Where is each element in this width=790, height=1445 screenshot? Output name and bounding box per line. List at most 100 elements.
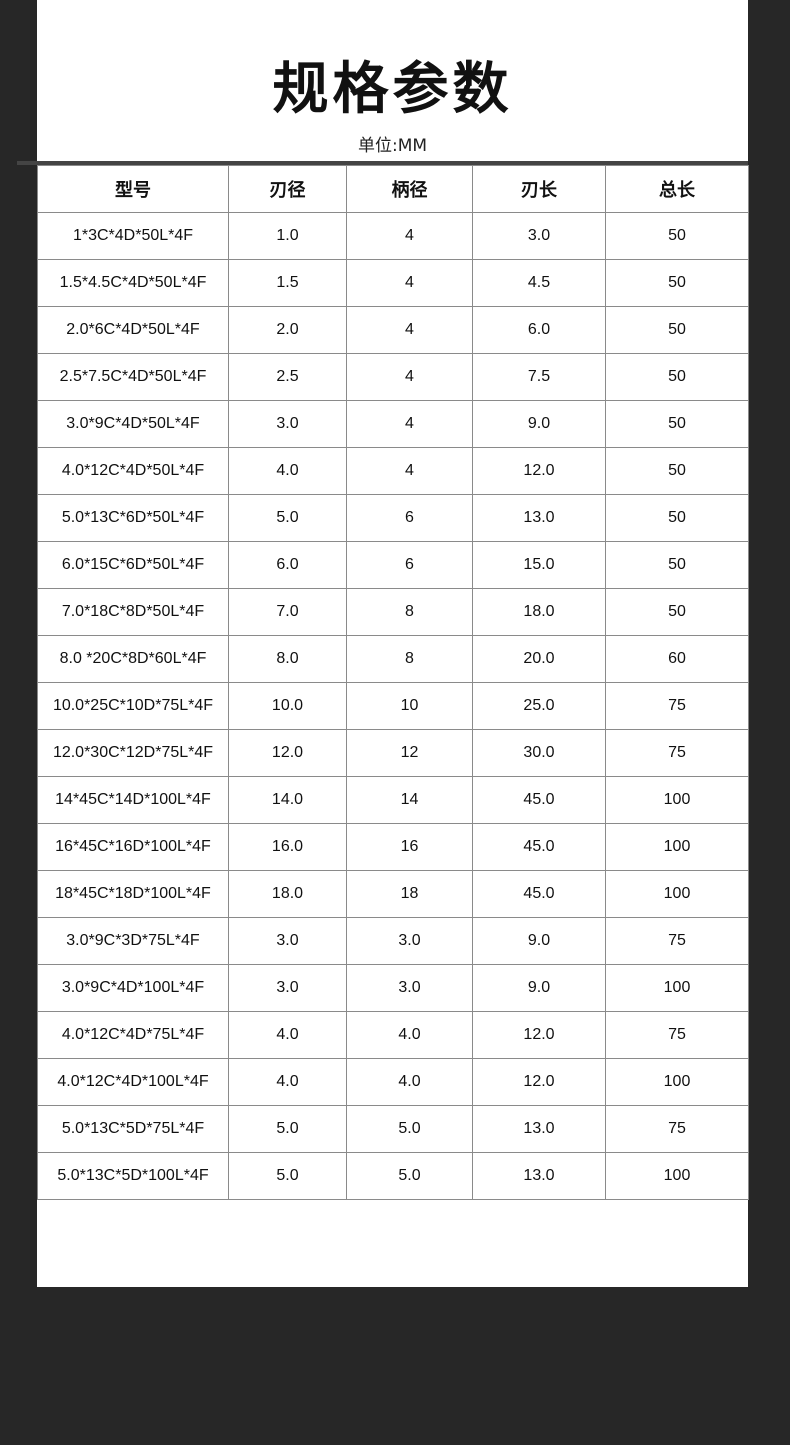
- table-row: 12.0*30C*12D*75L*4F 12.0 12 30.0 75: [37, 729, 749, 777]
- table-cell: 4.0*12C*4D*100L*4F: [37, 1058, 229, 1106]
- table-cell: 50: [605, 588, 749, 636]
- table-cell: 3.0: [472, 212, 606, 260]
- table-cell: 4: [346, 306, 473, 354]
- table-cell: 30.0: [472, 729, 606, 777]
- table-cell: 10.0: [228, 682, 347, 730]
- table-cell: 3.0: [228, 917, 347, 965]
- table-cell: 4: [346, 353, 473, 401]
- table-cell: 75: [605, 1011, 749, 1059]
- table-cell: 2.5: [228, 353, 347, 401]
- table-cell: 1*3C*4D*50L*4F: [37, 212, 229, 260]
- table-row: 5.0*13C*5D*100L*4F 5.0 5.0 13.0 100: [37, 1152, 749, 1200]
- table-cell: 100: [605, 870, 749, 918]
- table-cell: 5.0: [228, 1152, 347, 1200]
- table-cell: 5.0*13C*5D*100L*4F: [37, 1152, 229, 1200]
- table-cell: 3.0*9C*3D*75L*4F: [37, 917, 229, 965]
- table-cell: 4: [346, 400, 473, 448]
- table-cell: 50: [605, 400, 749, 448]
- unit-label: 单位:MM: [357, 136, 428, 156]
- column-header: 总长: [605, 165, 749, 213]
- table-cell: 8: [346, 588, 473, 636]
- divider: [17, 161, 748, 165]
- table-cell: 50: [605, 212, 749, 260]
- table-row: 1*3C*4D*50L*4F 1.0 4 3.0 50: [37, 212, 749, 260]
- table-cell: 6.0*15C*6D*50L*4F: [37, 541, 229, 589]
- table-cell: 1.0: [228, 212, 347, 260]
- table-cell: 5.0: [346, 1105, 473, 1153]
- table-row: 18*45C*18D*100L*4F 18.0 18 45.0 100: [37, 870, 749, 918]
- table-cell: 4.5: [472, 259, 606, 307]
- table-row: 8.0 *20C*8D*60L*4F 8.0 8 20.0 60: [37, 635, 749, 683]
- table-cell: 8.0 *20C*8D*60L*4F: [37, 635, 229, 683]
- table-cell: 1.5: [228, 259, 347, 307]
- column-header: 刃径: [228, 165, 347, 213]
- table-cell: 9.0: [472, 917, 606, 965]
- table-cell: 4.0: [228, 1011, 347, 1059]
- table-cell: 15.0: [472, 541, 606, 589]
- table-cell: 2.5*7.5C*4D*50L*4F: [37, 353, 229, 401]
- table-cell: 8: [346, 635, 473, 683]
- column-header: 柄径: [346, 165, 473, 213]
- table-cell: 6: [346, 541, 473, 589]
- table-cell: 14*45C*14D*100L*4F: [37, 776, 229, 824]
- table-cell: 45.0: [472, 823, 606, 871]
- table-cell: 7.0: [228, 588, 347, 636]
- column-header: 刃长: [472, 165, 606, 213]
- table-cell: 3.0*9C*4D*100L*4F: [37, 964, 229, 1012]
- table-cell: 75: [605, 1105, 749, 1153]
- table-row: 5.0*13C*5D*75L*4F 5.0 5.0 13.0 75: [37, 1105, 749, 1153]
- table-cell: 4.0*12C*4D*75L*4F: [37, 1011, 229, 1059]
- table-cell: 45.0: [472, 776, 606, 824]
- table-cell: 25.0: [472, 682, 606, 730]
- table-cell: 9.0: [472, 964, 606, 1012]
- table-cell: 75: [605, 917, 749, 965]
- table-row: 7.0*18C*8D*50L*4F 7.0 8 18.0 50: [37, 588, 749, 636]
- table-cell: 18*45C*18D*100L*4F: [37, 870, 229, 918]
- table-cell: 2.0*6C*4D*50L*4F: [37, 306, 229, 354]
- table-cell: 13.0: [472, 1152, 606, 1200]
- table-cell: 1.5*4.5C*4D*50L*4F: [37, 259, 229, 307]
- table-cell: 4: [346, 447, 473, 495]
- table-row: 14*45C*14D*100L*4F 14.0 14 45.0 100: [37, 776, 749, 824]
- table-cell: 9.0: [472, 400, 606, 448]
- table-cell: 18.0: [228, 870, 347, 918]
- table-cell: 4.0: [228, 1058, 347, 1106]
- table-cell: 14.0: [228, 776, 347, 824]
- table-row: 4.0*12C*4D*50L*4F 4.0 4 12.0 50: [37, 447, 749, 495]
- table-row: 5.0*13C*6D*50L*4F 5.0 6 13.0 50: [37, 494, 749, 542]
- table-row: 16*45C*16D*100L*4F 16.0 16 45.0 100: [37, 823, 749, 871]
- column-header: 型号: [37, 165, 229, 213]
- table-cell: 4.0: [346, 1011, 473, 1059]
- table-cell: 4.0: [346, 1058, 473, 1106]
- table-cell: 13.0: [472, 494, 606, 542]
- table-row: 3.0*9C*4D*50L*4F 3.0 4 9.0 50: [37, 400, 749, 448]
- table-cell: 4.0: [228, 447, 347, 495]
- table-cell: 20.0: [472, 635, 606, 683]
- table-cell: 12: [346, 729, 473, 777]
- table-cell: 5.0*13C*6D*50L*4F: [37, 494, 229, 542]
- table-cell: 6.0: [228, 541, 347, 589]
- table-cell: 12.0: [472, 1011, 606, 1059]
- table-row: 2.5*7.5C*4D*50L*4F 2.5 4 7.5 50: [37, 353, 749, 401]
- table-row: 1.5*4.5C*4D*50L*4F 1.5 4 4.5 50: [37, 259, 749, 307]
- table-cell: 6.0: [472, 306, 606, 354]
- header-row: 型号 刃径 柄径 刃长 总长: [37, 165, 749, 213]
- table-cell: 12.0: [472, 1058, 606, 1106]
- page-title: 规格参数: [272, 57, 513, 122]
- table-cell: 5.0: [346, 1152, 473, 1200]
- table-cell: 100: [605, 964, 749, 1012]
- table-cell: 50: [605, 259, 749, 307]
- table-cell: 50: [605, 494, 749, 542]
- table-cell: 12.0: [228, 729, 347, 777]
- table-cell: 50: [605, 353, 749, 401]
- table-cell: 100: [605, 1058, 749, 1106]
- table-row: 3.0*9C*3D*75L*4F 3.0 3.0 9.0 75: [37, 917, 749, 965]
- table-cell: 10.0*25C*10D*75L*4F: [37, 682, 229, 730]
- table-cell: 75: [605, 729, 749, 777]
- table-cell: 6: [346, 494, 473, 542]
- table-cell: 14: [346, 776, 473, 824]
- table-cell: 18: [346, 870, 473, 918]
- table-cell: 3.0: [228, 400, 347, 448]
- table-cell: 7.5: [472, 353, 606, 401]
- table-cell: 100: [605, 776, 749, 824]
